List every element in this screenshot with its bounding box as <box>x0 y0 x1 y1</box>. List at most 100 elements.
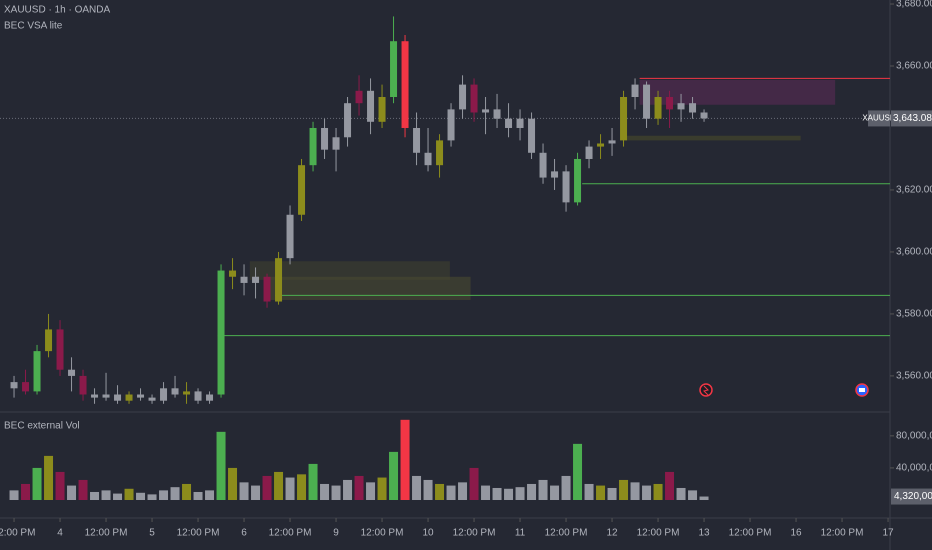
x-tick-label: 12:00 PM <box>545 528 588 539</box>
volume-bar <box>423 479 433 500</box>
candle-body <box>355 90 363 104</box>
candle-body <box>114 394 122 401</box>
candle-body <box>643 84 651 119</box>
x-tick-label: 6 <box>241 528 247 539</box>
candle-body <box>528 118 536 153</box>
x-tick-label: 11 <box>515 528 526 539</box>
volume-bar <box>527 483 537 500</box>
volume-bar <box>216 431 226 500</box>
volume-bar <box>90 491 100 500</box>
candle-body <box>654 96 662 119</box>
candle-body <box>700 112 708 119</box>
volume-bar <box>205 490 215 500</box>
volume-bar <box>366 482 376 500</box>
volume-bar <box>343 479 353 500</box>
volume-bar <box>515 487 525 500</box>
volume-bar <box>308 463 318 500</box>
candle-body <box>413 127 421 153</box>
volume-bar <box>101 490 111 500</box>
volume-bar <box>193 491 203 500</box>
candle-body <box>666 96 674 110</box>
volume-bar <box>9 490 19 500</box>
candle-body <box>286 214 294 259</box>
y-tick-label: 3,560.000 <box>896 371 932 382</box>
volume-bar <box>630 482 640 500</box>
y-tick-label: 3,660.000 <box>896 61 932 72</box>
volume-bar <box>182 483 192 500</box>
x-tick-label: 12:00 PM <box>0 528 35 539</box>
volume-bar <box>596 485 606 500</box>
volume-bar <box>400 419 410 500</box>
x-tick-label: 12:00 PM <box>453 528 496 539</box>
volume-bar <box>619 479 629 500</box>
x-tick-label: 12:00 PM <box>269 528 312 539</box>
volume-bar <box>274 471 284 500</box>
volume-bar <box>642 485 652 500</box>
candle-body <box>10 382 18 389</box>
candle-body <box>447 109 455 141</box>
volume-bar <box>262 475 272 500</box>
y-tick-label: 3,600.000 <box>896 247 932 258</box>
y-tick-label: 3,580.000 <box>896 309 932 320</box>
volume-bar <box>446 485 456 500</box>
volume-bar <box>159 490 169 500</box>
volume-bar <box>550 485 560 500</box>
volume-bar <box>44 455 54 500</box>
x-tick-label: 12 <box>606 528 618 539</box>
candle-body <box>505 118 513 128</box>
volume-bar <box>320 483 330 500</box>
candle-body <box>401 41 409 128</box>
symbol-tag <box>868 110 890 127</box>
price-tag <box>891 110 932 127</box>
volume-bar <box>136 492 146 500</box>
x-tick-label: 13 <box>698 528 710 539</box>
candle-body <box>298 165 306 215</box>
zone <box>249 261 450 280</box>
volume-bar <box>665 471 675 500</box>
candle-body <box>631 84 639 97</box>
y-tick-label: 80,000,000 <box>896 430 932 441</box>
price-tag-label: 3,643.085 <box>893 113 932 124</box>
volume-bar <box>435 483 445 500</box>
x-tick-label: 5 <box>149 528 155 539</box>
volume-bar <box>354 475 364 500</box>
x-tick-label: 12:00 PM <box>361 528 404 539</box>
candle-body <box>194 391 202 401</box>
candle-body <box>171 388 179 395</box>
candle-body <box>160 388 168 401</box>
volume-bar <box>458 482 468 500</box>
candle-body <box>482 109 490 113</box>
volume-bar <box>251 485 261 500</box>
volume-bar <box>492 487 502 500</box>
volume-bar <box>377 477 387 500</box>
volume-bar <box>538 479 548 500</box>
volume-bar <box>504 488 514 500</box>
volume-bar <box>699 496 709 500</box>
candle-body <box>33 351 41 392</box>
candle-body <box>56 329 64 370</box>
volume-bar <box>688 490 698 500</box>
event-icon <box>855 383 869 397</box>
candle-body <box>148 397 156 401</box>
candle-body <box>229 270 237 277</box>
volume-bar <box>55 471 65 500</box>
candle-body <box>378 96 386 122</box>
volume-bar <box>469 467 479 500</box>
candle-body <box>91 394 99 398</box>
candle-body <box>183 391 191 395</box>
volume-bar <box>285 477 295 500</box>
event-icon <box>699 383 713 397</box>
x-tick-label: 4 <box>57 528 63 539</box>
volume-bar <box>561 475 571 500</box>
volume-bar <box>412 475 422 500</box>
candle-body <box>424 152 432 166</box>
candle-body <box>263 276 271 302</box>
x-tick-label: 12:00 PM <box>177 528 220 539</box>
candle-body <box>597 143 605 147</box>
symbol-tag-label: XAUUSD <box>862 114 896 123</box>
volume-bar <box>297 474 307 500</box>
x-tick-label: 12:00 PM <box>729 528 772 539</box>
y-tick-label: 3,680.000 <box>896 0 932 10</box>
chart-title: XAUUSD · 1h · OANDA <box>4 5 110 16</box>
